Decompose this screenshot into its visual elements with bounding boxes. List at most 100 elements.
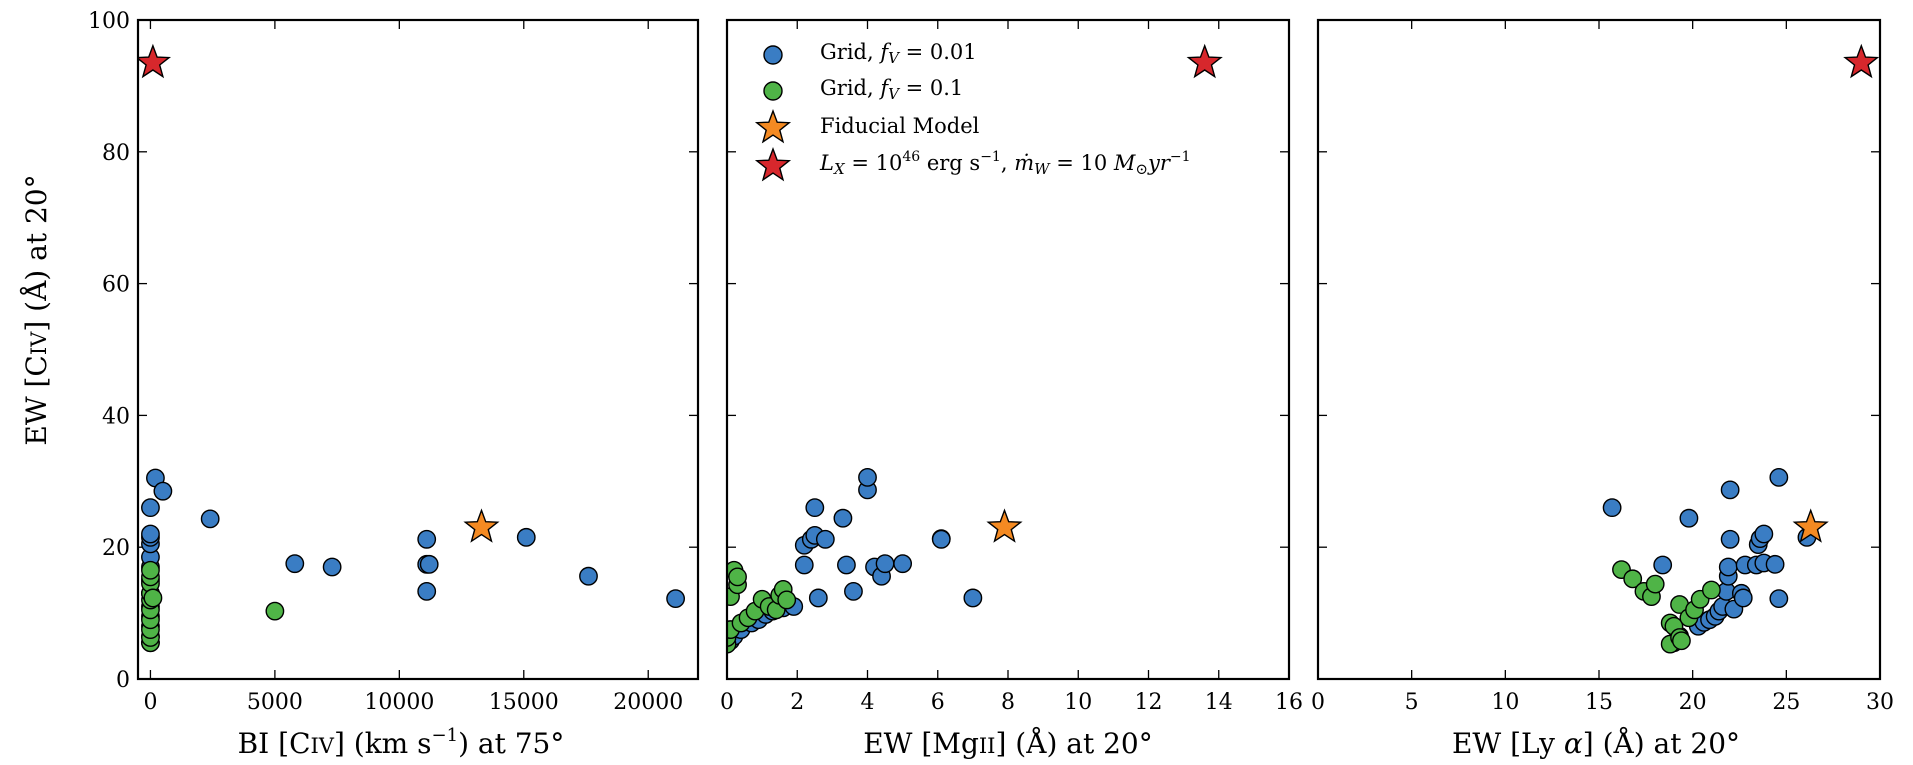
y-tick-label: 20 bbox=[102, 536, 130, 561]
x-tick-label: 15000 bbox=[489, 690, 559, 715]
y-tick-label: 80 bbox=[102, 141, 130, 166]
x-tick-label: 20 bbox=[1679, 690, 1707, 715]
grid_fv_01-point bbox=[143, 588, 163, 608]
panel-frame bbox=[1316, 18, 1882, 681]
grid_fv_001-point bbox=[1765, 554, 1785, 574]
grid_fv_001-point bbox=[833, 508, 853, 528]
grid_fv_001-point bbox=[516, 527, 536, 547]
grid_fv_01-point bbox=[141, 560, 160, 580]
grid_fv_001-point bbox=[875, 554, 895, 574]
x-tick-label: 16 bbox=[1275, 690, 1303, 715]
grid_fv_001-point bbox=[417, 581, 437, 601]
x-axis-label-lya: EW [Ly α] (Å) at 20° bbox=[1452, 727, 1740, 760]
grid_fv_001-point bbox=[1679, 508, 1699, 528]
fiducial-star bbox=[986, 508, 1023, 543]
grid_fv_001-point bbox=[844, 581, 863, 601]
grid_fv_001-point bbox=[1769, 467, 1789, 487]
high_lx-star bbox=[1843, 43, 1880, 79]
grid_fv_001-point bbox=[963, 588, 983, 608]
grid_fv_01-point bbox=[1702, 580, 1721, 600]
x-tick-label: 4 bbox=[861, 690, 875, 715]
grid_fv_001-point bbox=[666, 589, 685, 609]
grid_fv_001-point bbox=[893, 554, 913, 574]
y-tick-label: 60 bbox=[102, 273, 130, 298]
grid_fv_001-point bbox=[815, 529, 835, 549]
legend-label-fiducial: Fiducial Model bbox=[820, 114, 980, 138]
legend-label-grid-fv-001: Grid, fV = 0.01 bbox=[820, 40, 977, 67]
x-tick-label: 5000 bbox=[247, 690, 303, 715]
x-axis-label-bi: BI [CIV] (km s−1) at 75° bbox=[238, 725, 565, 760]
grid_fv_001-point bbox=[931, 529, 951, 549]
grid_fv_001-point bbox=[419, 554, 439, 574]
points-group bbox=[727, 43, 1223, 654]
panel-lya: 0 5 10 15 20 25 30 bbox=[1311, 18, 1894, 715]
x-tick-label: 0 bbox=[720, 690, 734, 715]
grid_fv_001-point bbox=[579, 566, 598, 586]
x-tick-label: 10 bbox=[1064, 690, 1092, 715]
x-axis-label-mgii: EW [MgII] (Å) at 20° bbox=[863, 727, 1153, 760]
y-tick-label: 40 bbox=[102, 404, 130, 429]
grid_fv_001-point bbox=[1653, 555, 1673, 575]
grid_fv_001-point bbox=[200, 509, 220, 529]
legend: Grid, fV = 0.01 Grid, fV = 0.1 Fiducial … bbox=[754, 40, 1191, 182]
grid_fv_001-point bbox=[794, 555, 814, 575]
legend-label-high-lx: LX = 1046 erg s−1, ṁW = 10 M⊙yr−1 bbox=[819, 149, 1191, 178]
grid_fv_01-point bbox=[1623, 569, 1643, 589]
grid_fv_001-point bbox=[322, 557, 342, 577]
grid_fv_001-point bbox=[858, 467, 877, 487]
legend-marker-grid-fv-001 bbox=[763, 45, 783, 65]
high_lx-star bbox=[138, 43, 172, 79]
grid_fv_001-point bbox=[285, 554, 305, 574]
x-tick-label: 0 bbox=[1311, 690, 1325, 715]
x-tick-label: 8 bbox=[1001, 690, 1015, 715]
x-tick-label: 5 bbox=[1405, 690, 1419, 715]
grid_fv_001-point bbox=[141, 498, 160, 518]
x-tick-label: 30 bbox=[1866, 690, 1894, 715]
grid_fv_001-point bbox=[805, 498, 825, 518]
panel-mgii: 0 2 4 6 8 10 12 14 16 bbox=[720, 18, 1303, 715]
grid_fv_001-point bbox=[1720, 529, 1740, 549]
grid_fv_01-point bbox=[777, 590, 797, 610]
panel-frame bbox=[136, 18, 700, 681]
x-tick-label: 10000 bbox=[364, 690, 434, 715]
panel-bi: 0 5000 10000 15000 20000 0 20 40 60 80 100 bbox=[88, 9, 700, 715]
grid_fv_01-point bbox=[265, 601, 285, 621]
panel-frame bbox=[725, 18, 1291, 681]
fiducial-star bbox=[463, 508, 500, 543]
legend-marker-high-lx bbox=[754, 147, 792, 182]
x-tick-label: 6 bbox=[931, 690, 945, 715]
x-tick-label: 10 bbox=[1491, 690, 1519, 715]
grid_fv_001-point bbox=[153, 481, 173, 501]
high_lx-star bbox=[1186, 43, 1223, 79]
y-tick-label: 0 bbox=[116, 668, 130, 693]
x-tick-label: 12 bbox=[1135, 690, 1163, 715]
grid_fv_001-point bbox=[1733, 588, 1753, 608]
grid_fv_001-point bbox=[1769, 589, 1789, 609]
x-tick-label: 0 bbox=[143, 690, 157, 715]
x-tick-label: 20000 bbox=[613, 690, 683, 715]
legend-label-grid-fv-01: Grid, fV = 0.1 bbox=[820, 76, 963, 103]
grid_fv_001-point bbox=[837, 555, 856, 575]
grid_fv_001-point bbox=[1754, 524, 1774, 544]
x-tick-label: 15 bbox=[1585, 690, 1613, 715]
legend-marker-fiducial bbox=[754, 109, 792, 144]
grid_fv_001-point bbox=[1720, 480, 1740, 500]
y-tick-label: 100 bbox=[88, 9, 130, 34]
grid_fv_001-point bbox=[1718, 557, 1738, 577]
grid_fv_001-point bbox=[417, 529, 437, 549]
grid_fv_01-point bbox=[1672, 631, 1691, 651]
fiducial-star bbox=[1792, 508, 1829, 543]
legend-marker-grid-fv-01 bbox=[763, 81, 783, 101]
grid_fv_001-point bbox=[808, 588, 828, 608]
grid_fv_001-point bbox=[141, 524, 160, 544]
grid_fv_01-point bbox=[728, 567, 747, 587]
y-axis-label: EW [CIV] (Å) at 20° bbox=[20, 174, 53, 445]
grid_fv_001-point bbox=[1602, 498, 1622, 518]
x-tick-label: 2 bbox=[790, 690, 804, 715]
grid_fv_01-point bbox=[1645, 574, 1665, 594]
points-group bbox=[138, 43, 685, 653]
x-tick-label: 14 bbox=[1205, 690, 1233, 715]
points-group bbox=[1602, 43, 1880, 654]
